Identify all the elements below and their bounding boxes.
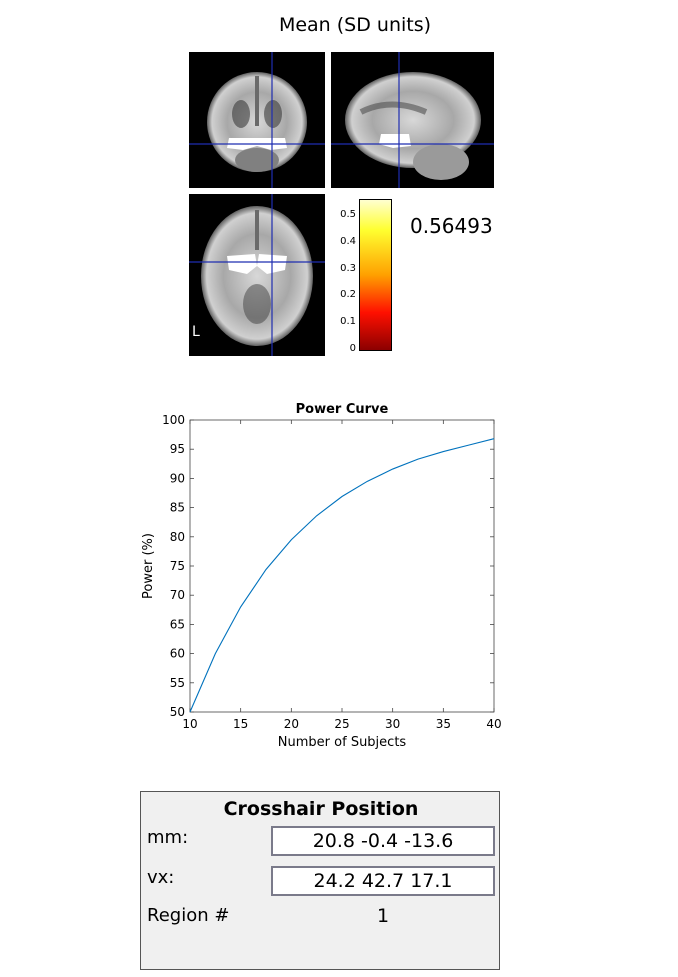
vx-coordinate-field[interactable]: [271, 866, 495, 896]
coronal-view[interactable]: [189, 52, 325, 188]
colorbar-tick-label: 0.5: [340, 209, 356, 221]
orientation-label: L: [192, 324, 200, 340]
sagittal-view[interactable]: [331, 52, 494, 188]
plot-area: [189, 419, 495, 713]
colorbar-tick-label: 0: [349, 343, 356, 354]
y-tick-label: 100: [162, 413, 185, 427]
power-curve-line: [189, 438, 495, 713]
y-tick-label: 70: [170, 588, 185, 602]
y-tick-label: 85: [170, 501, 185, 515]
y-axis-label: Power (%): [141, 533, 156, 599]
chart-title: Power Curve: [296, 402, 389, 417]
colorbar-tick-label: 0.4: [340, 235, 356, 247]
y-tick-label: 95: [170, 442, 185, 456]
colorbar-tick-label: 0.1: [340, 316, 356, 328]
x-axis-label: Number of Subjects: [278, 735, 407, 750]
region-label: Region #: [147, 905, 230, 926]
colorbar-tick-label: 0.3: [340, 262, 356, 274]
x-tick-label: 20: [284, 717, 299, 731]
mm-label: mm:: [147, 827, 189, 848]
mm-coordinate-field[interactable]: [271, 826, 495, 856]
x-tick-label: 10: [182, 717, 197, 731]
viewer-title: Mean (SD units): [278, 14, 432, 36]
colorbar: [359, 199, 392, 351]
y-tick-label: 55: [170, 676, 185, 690]
colorbar-tick-label: 0.2: [340, 289, 356, 301]
y-tick-label: 80: [170, 530, 185, 544]
y-tick-label: 50: [170, 705, 185, 719]
x-tick-label: 15: [233, 717, 248, 731]
axial-slice-icon: [189, 194, 325, 356]
x-tick-label: 40: [486, 717, 501, 731]
y-tick-label: 90: [170, 471, 185, 485]
sagittal-slice-icon: [331, 52, 494, 188]
y-tick-label: 60: [170, 647, 185, 661]
coronal-slice-icon: [189, 52, 325, 188]
colorbar-current-value: 0.56493: [410, 214, 493, 238]
vx-label: vx:: [147, 867, 175, 888]
x-tick-label: 25: [334, 717, 349, 731]
crosshair-panel: Crosshair Position mm: vx: Region # 1: [140, 791, 500, 970]
x-tick-label: 35: [436, 717, 451, 731]
x-tick-label: 30: [385, 717, 400, 731]
crosshair-title: Crosshair Position: [223, 798, 419, 820]
power-curve-chart: Power Curve 100 95 90 85 80 75 70 65 60 55 50 10 15…: [141, 402, 502, 750]
y-tick-label: 65: [170, 617, 185, 631]
y-tick-label: 75: [170, 559, 185, 573]
region-value: 1: [376, 905, 390, 927]
axial-view[interactable]: L: [189, 194, 325, 356]
